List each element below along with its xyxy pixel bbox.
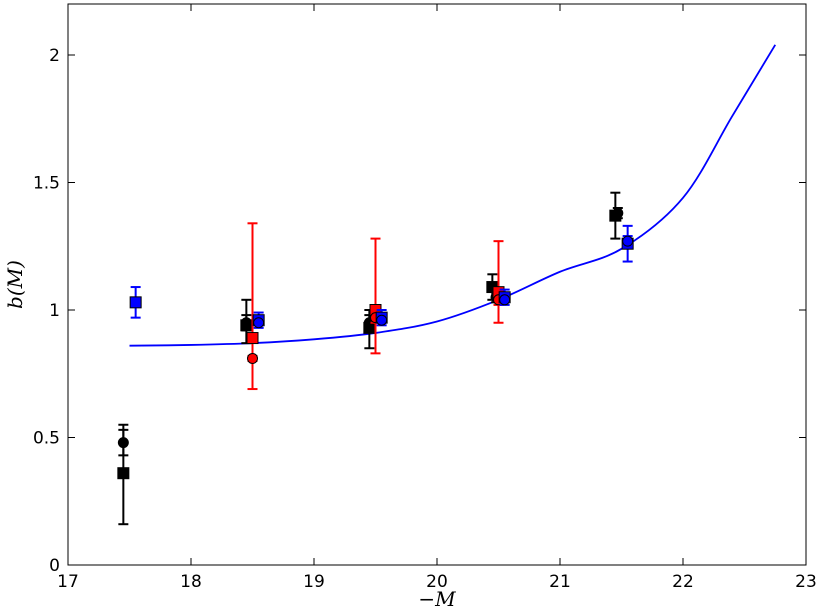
series-5-point-2-marker: [499, 294, 511, 306]
y-tick-label-4: 2: [49, 46, 60, 66]
x-tick-label-2: 19: [303, 572, 325, 592]
series-1-point-1-marker: [240, 317, 252, 329]
y-tick-label-2: 1: [49, 301, 60, 321]
series-5-point-3-marker: [622, 235, 634, 247]
series-5-point-1-marker: [376, 314, 388, 326]
data-points-layer: [117, 191, 634, 526]
plot-frame: [67, 3, 807, 566]
y-tick-label-3: 1.5: [33, 174, 60, 194]
series-1-point-0-marker: [117, 437, 129, 449]
x-tick-label-4: 21: [549, 572, 571, 592]
x-tick-label-5: 22: [672, 572, 694, 592]
series-1-point-4-marker: [612, 207, 624, 219]
x-axis-label: −M: [418, 587, 456, 610]
series-4-point-0-marker: [129, 296, 142, 309]
tick-labels: 17 18 19 20 21 22 23 0 0.5 1 1.5 2: [33, 46, 817, 592]
series-0-point-0-marker: [117, 467, 130, 480]
series-3-point-0-marker: [247, 352, 258, 364]
x-tick-label-1: 18: [180, 572, 202, 592]
x-tick-label-0: 17: [57, 572, 79, 592]
series-5-point-0-marker: [253, 317, 265, 329]
y-tick-label-0: 0: [49, 556, 60, 576]
x-tick-label-6: 23: [795, 572, 817, 592]
series-2-point-0-marker: [246, 332, 259, 345]
x-tick-label-3: 20: [426, 572, 448, 592]
y-tick-label-1: 0.5: [33, 429, 60, 449]
series-5: [253, 235, 634, 329]
y-axis-label: b(M): [3, 260, 27, 309]
